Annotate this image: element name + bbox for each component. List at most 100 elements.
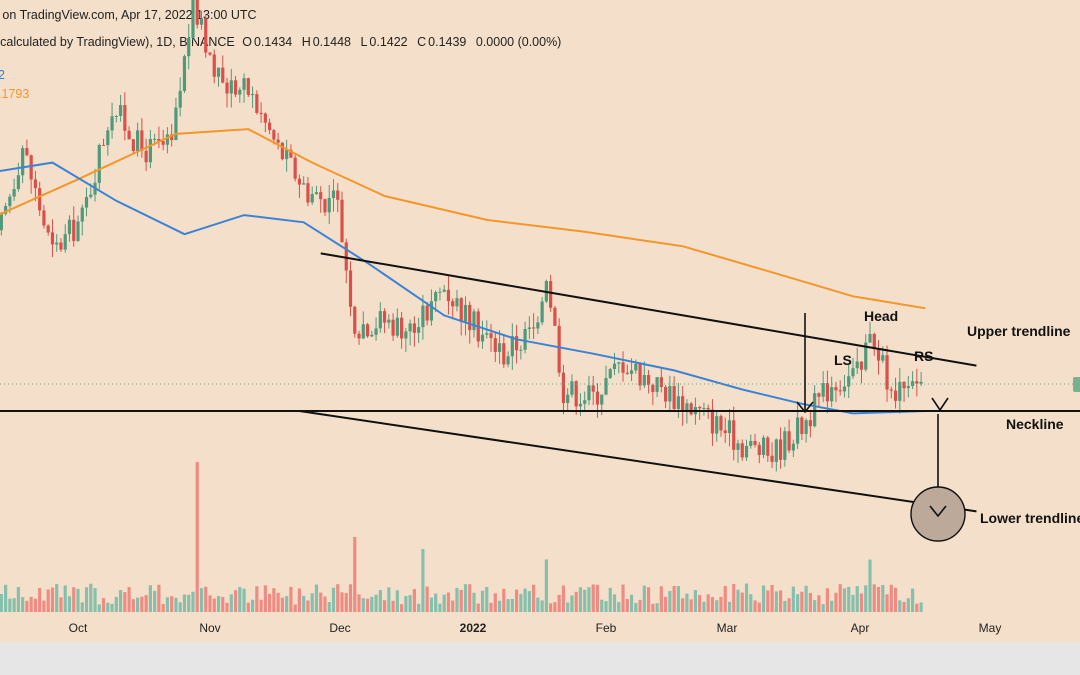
candle-body [757, 444, 761, 456]
volume-bar [510, 598, 514, 612]
candle-body [510, 336, 514, 357]
volume-bar [310, 593, 314, 612]
candle-body [374, 328, 378, 335]
volume-bars [0, 462, 923, 612]
volume-bar [544, 559, 548, 612]
candle-body [698, 407, 702, 409]
volume-bar [417, 603, 421, 612]
volume-bar [225, 602, 229, 612]
volume-bar [651, 603, 655, 612]
candle-body [233, 80, 238, 95]
candle-body [259, 112, 263, 114]
volume-bar [204, 586, 208, 612]
candle-body [38, 188, 42, 211]
volume-bar [127, 587, 131, 612]
volume-bar [280, 597, 284, 612]
candle-body [566, 394, 570, 404]
volume-bar [446, 592, 451, 612]
candle-body [740, 443, 744, 458]
candle-body [655, 377, 659, 392]
volume-bar [438, 603, 442, 612]
lower-trendline [299, 410, 977, 513]
volume-bar [514, 589, 519, 612]
candle-body [268, 122, 272, 131]
candle-body [578, 403, 583, 407]
volume-bar [761, 585, 766, 612]
candle-body [67, 219, 72, 235]
volume-bar [191, 591, 195, 612]
volume-bar [42, 600, 46, 612]
volume-bar [919, 602, 923, 612]
candle-body [851, 368, 855, 377]
volume-bar [80, 602, 84, 612]
volume-bar [583, 589, 587, 612]
volume-bar [327, 602, 331, 612]
candle-body [587, 385, 591, 401]
candle-body [804, 420, 808, 434]
candle-body [140, 130, 144, 151]
volume-bar [659, 586, 663, 612]
volume-bar [229, 594, 233, 612]
volume-bar [681, 598, 685, 612]
volume-bar [842, 588, 847, 612]
candle-body [527, 327, 531, 330]
candle-body [114, 115, 118, 117]
candle-body [885, 355, 889, 390]
volume-bar [72, 587, 76, 612]
volume-bar [263, 585, 267, 612]
volume-bar [29, 596, 33, 612]
volume-bar [608, 587, 612, 612]
volume-bar [361, 598, 365, 612]
candle-body [676, 396, 680, 409]
candle-body [459, 298, 463, 322]
low-label: L [360, 35, 368, 49]
volume-bar [140, 596, 144, 612]
candle-body [600, 394, 604, 405]
volume-bar [732, 584, 736, 612]
high-value: 0.1448 [312, 35, 351, 49]
volume-bar [885, 594, 889, 612]
candle-body [893, 390, 898, 401]
candle-body [238, 89, 242, 95]
volume-bar [566, 602, 570, 612]
volume-bar [255, 586, 259, 612]
volume-bar [374, 594, 378, 612]
candle-body [868, 334, 872, 343]
volume-bar [404, 596, 408, 612]
volume-bar [557, 594, 561, 612]
candle-body [391, 319, 395, 336]
candle-body [770, 455, 774, 462]
volume-bar [838, 584, 842, 612]
volume-bar [319, 592, 323, 612]
candle-body [110, 116, 114, 131]
volume-bar [889, 584, 893, 612]
bottom-toolbar [0, 642, 1080, 675]
volume-bar [868, 559, 872, 612]
volume-bar [242, 588, 246, 612]
candle-body [123, 105, 127, 131]
candle-body [489, 333, 493, 339]
candle-body [595, 391, 600, 405]
candle-body [830, 387, 834, 402]
volume-bar [915, 603, 919, 612]
candle-body [514, 336, 519, 351]
candle-body [127, 130, 131, 140]
volume-bar [723, 585, 727, 612]
volume-bar [757, 602, 761, 612]
close-value: 0.1439 [428, 35, 467, 49]
candle-body [246, 78, 250, 95]
candle-body [344, 242, 348, 271]
open-label: O [242, 35, 252, 49]
candle-body [370, 334, 374, 337]
volume-bar [353, 537, 357, 612]
candle-body [72, 219, 76, 241]
candle-body [778, 439, 783, 460]
volume-bar [459, 589, 463, 612]
volume-bar [63, 585, 67, 612]
candle-body [212, 54, 216, 77]
candle-body [29, 155, 33, 180]
candle-body [195, 0, 199, 25]
candle-body [242, 78, 246, 90]
volume-bar [238, 586, 242, 612]
candle-body [817, 393, 821, 397]
